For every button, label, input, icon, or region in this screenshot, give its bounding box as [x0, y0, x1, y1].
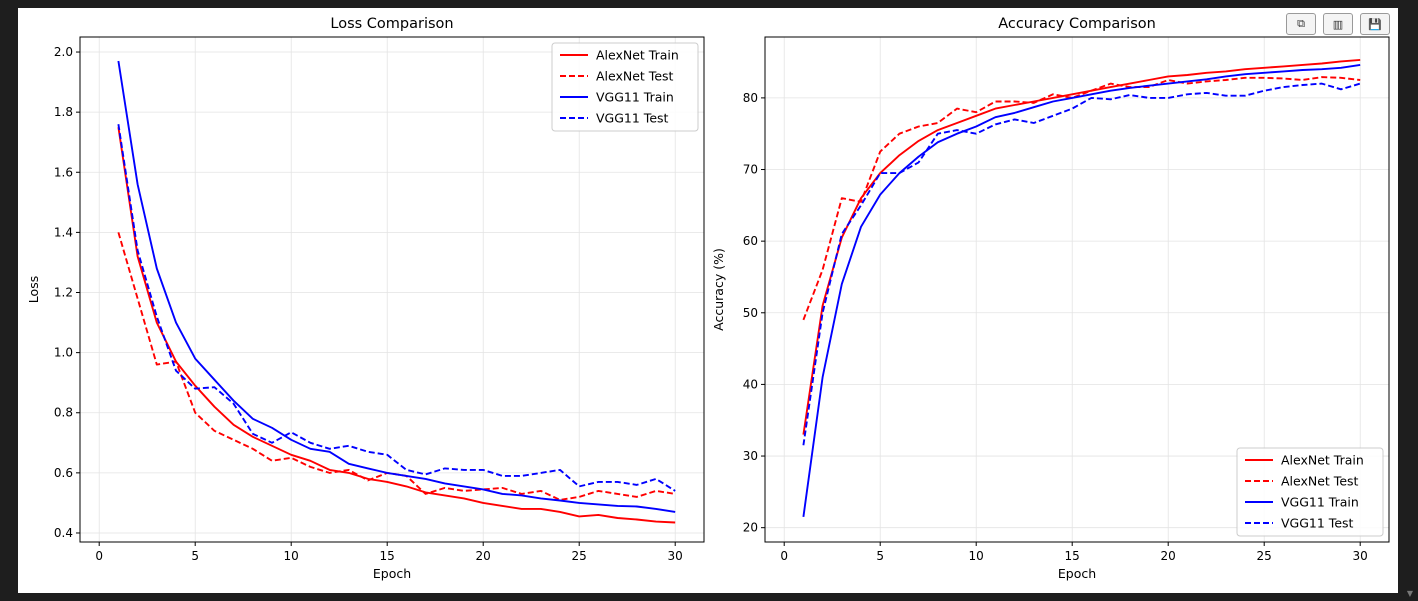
chart1-legend-label: VGG11 Train — [596, 90, 674, 105]
chart1-y-tick-label: 1.2 — [54, 286, 73, 300]
chart1-series-line-alexnet-train — [117, 127, 676, 524]
figure-svg: 0 5 10 15 20 25 30 0.4 0.6 0.8 1.0 1.2 1.4 1.6 1.8 2.0 L… — [26, 16, 1390, 581]
chart1-title: Loss Comparison — [330, 16, 453, 32]
chart2-legend-label: VGG11 Test — [1281, 516, 1354, 531]
chart1-y-tick-label: 1.6 — [54, 165, 73, 179]
chart1-x-tick-label: 5 — [191, 549, 199, 563]
chart1-legend-label: VGG11 Test — [596, 111, 669, 126]
save-icon[interactable]: 💾 — [1360, 13, 1390, 35]
chart2-y-tick-label: 80 — [743, 91, 758, 105]
copy-icon-glyph: ⧉ — [1297, 17, 1305, 30]
chart1-x-tick-label: 10 — [284, 549, 299, 563]
chart2-y-tick-label: 30 — [743, 449, 758, 463]
chart2-legend-label: AlexNet Train — [1281, 453, 1364, 468]
chart1-x-tick-label: 15 — [380, 549, 395, 563]
chart2-x-tick-label: 15 — [1065, 549, 1080, 563]
chart1-series-line-vgg11-train — [117, 60, 676, 513]
chart1-axes-frame — [79, 36, 705, 543]
chart1-y-tick-label: 1.8 — [54, 105, 73, 119]
chart-icon-glyph: ▥ — [1332, 17, 1344, 31]
chart2-x-tick-label: 10 — [969, 549, 984, 563]
save-icon-glyph: 💾 — [1368, 17, 1382, 31]
chart1-x-axis-label: Epoch — [373, 566, 411, 581]
chart1-y-tick-label: 2.0 — [54, 45, 73, 59]
chart1-legend-label: AlexNet Test — [596, 69, 674, 84]
chart-icon[interactable]: ▥ — [1323, 13, 1353, 35]
copy-icon[interactable]: ⧉ — [1286, 13, 1316, 35]
chart1-series-line-vgg11-test — [117, 124, 676, 492]
chart2-y-axis-label: Accuracy (%) — [711, 248, 726, 331]
chart1-x-tick-label: 30 — [668, 549, 683, 563]
chart2-legend-label: VGG11 Train — [1281, 495, 1359, 510]
chart1-x-tick-label: 0 — [95, 549, 103, 563]
chart2-y-tick-label: 50 — [743, 306, 758, 320]
chart1-y-axis-label: Loss — [26, 276, 41, 303]
chart2-x-tick-label: 25 — [1257, 549, 1272, 563]
chart2-y-tick-label: 40 — [743, 377, 758, 391]
chart1-y-tick-label: 1.4 — [54, 225, 73, 239]
chart2-title: Accuracy Comparison — [998, 16, 1156, 32]
chart1-y-tick-label: 1.0 — [54, 346, 73, 360]
scroll-down-icon[interactable]: ▼ — [1406, 589, 1414, 598]
chart2-x-tick-label: 5 — [876, 549, 884, 563]
chart1-legend-label: AlexNet Train — [596, 48, 679, 63]
chart2-y-tick-label: 60 — [743, 234, 758, 248]
chart2-series-line-alexnet-train — [802, 58, 1361, 435]
chart1-y-tick-label: 0.8 — [54, 406, 73, 420]
chart2-x-axis-label: Epoch — [1058, 566, 1096, 581]
chart2-series-line-alexnet-test — [802, 76, 1361, 321]
chart1-x-tick-label: 25 — [572, 549, 587, 563]
chart2-series-line-vgg11-test — [802, 82, 1361, 446]
chart2-series-line-vgg11-train — [802, 63, 1361, 518]
chart2-x-tick-label: 20 — [1161, 549, 1176, 563]
chart1-x-tick-label: 20 — [476, 549, 491, 563]
figure-canvas: 0 5 10 15 20 25 30 0.4 0.6 0.8 1.0 1.2 1.4 1.6 1.8 2.0 L… — [18, 8, 1398, 593]
chart2-axes-frame — [764, 36, 1390, 543]
chart2-legend-box — [1236, 447, 1384, 537]
chart2-y-tick-label: 20 — [743, 521, 758, 535]
chart1-legend-box — [551, 42, 699, 132]
chart2-x-tick-label: 30 — [1353, 549, 1368, 563]
chart2-legend-label: AlexNet Test — [1281, 474, 1359, 489]
figure-toolbar: ⧉ ▥ 💾 — [1286, 13, 1390, 35]
chart1-y-tick-label: 0.6 — [54, 466, 73, 480]
chart2-y-tick-label: 70 — [743, 163, 758, 177]
chart2-x-tick-label: 0 — [780, 549, 788, 563]
chart1-y-tick-label: 0.4 — [54, 526, 73, 540]
